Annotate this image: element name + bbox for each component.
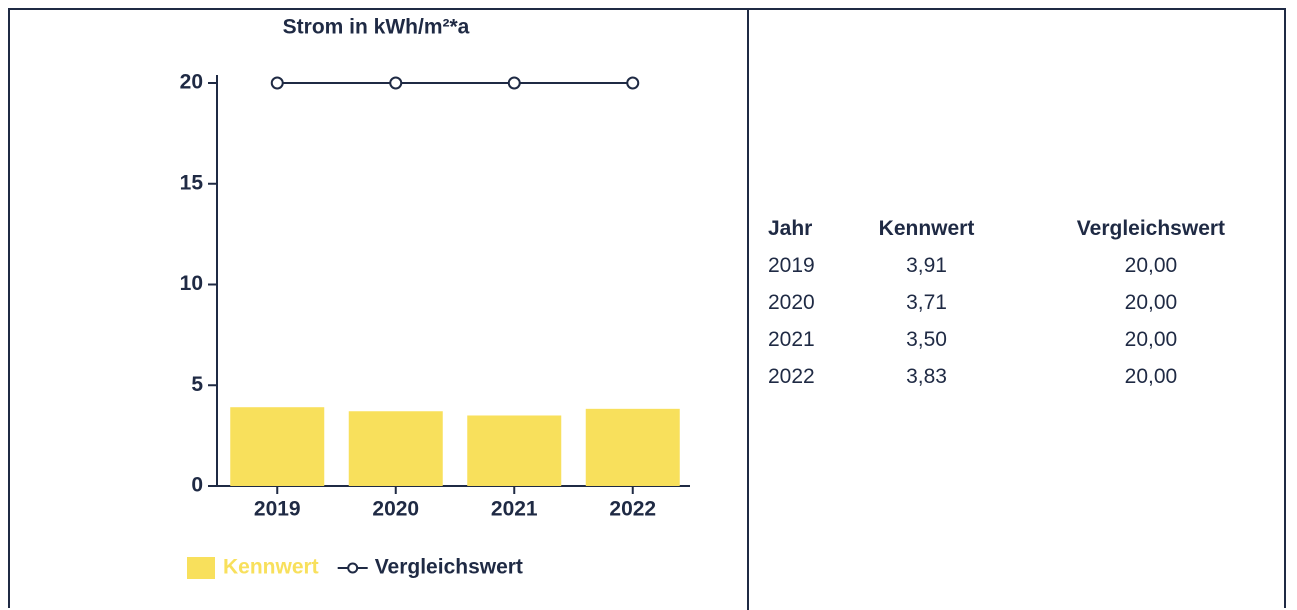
y-tick-label: 15 [180,171,204,194]
table-cell: 20,00 [1124,327,1178,351]
table-cell: 2020 [768,290,815,314]
table-cell: 20,00 [1124,290,1178,314]
bar [585,408,680,486]
column-header: Vergleichswert [1076,216,1226,240]
frame [8,8,1286,610]
x-tick-label: 2019 [254,498,301,521]
page: {"chart_data": {"type": "bar", "title": … [8,8,1297,610]
table-cell: 3,83 [906,364,947,388]
table-row: 2021 3,50 20,00 [768,321,1297,358]
y-tick-label: 5 [191,373,203,396]
table-cell: 2022 [768,364,815,388]
table-cell: 3,91 [906,253,947,277]
x-tick-label: 2022 [609,498,656,521]
table-cell: 20,00 [1124,253,1178,277]
header-row: Jahr Kennwert Vergleichswert [768,210,1297,247]
y-tick-label: 0 [191,474,203,497]
data-table: Jahr Kennwert Vergleichswert 2019 3,91 20,00 2… [768,210,1297,395]
x-tick-label: 2021 [491,498,538,521]
line-marker [626,76,640,90]
table-body: 2019 3,91 20,00 2020 3,71 20,00 2021 3,50 20,00 2… [768,247,1297,395]
y-tick-label: 10 [180,272,203,295]
line-marker [389,76,403,90]
chart: Strom in kWh/m²*a 0 5 10 15 20 2019 2020 2021 20… [180,16,690,579]
line-marker [507,76,521,90]
table-cell: 2019 [768,253,815,277]
table-row: 2019 3,91 20,00 [768,247,1297,284]
table-row: 2022 3,83 20,00 [768,358,1297,395]
table-row: 2020 3,71 20,00 [768,284,1297,321]
legend-label: Vergleichswert [375,556,523,579]
line-marker [270,76,284,90]
table-cell: 2021 [768,327,815,351]
bar [467,415,562,486]
bar [348,411,443,486]
column-header: Jahr [768,216,813,240]
divider [747,10,749,610]
column-header: Kennwert [878,216,975,240]
bar [230,407,325,486]
legend-label: Kennwert [223,556,319,579]
legend-swatch [347,562,359,574]
legend-swatch [187,557,215,579]
x-tick-label: 2020 [372,498,419,521]
chart-title: Strom in kWh/m²*a [283,16,470,39]
table-cell: 3,71 [906,290,947,314]
y-tick-label: 20 [180,71,203,94]
table-cell: 3,50 [906,327,947,351]
table-cell: 20,00 [1124,364,1178,388]
